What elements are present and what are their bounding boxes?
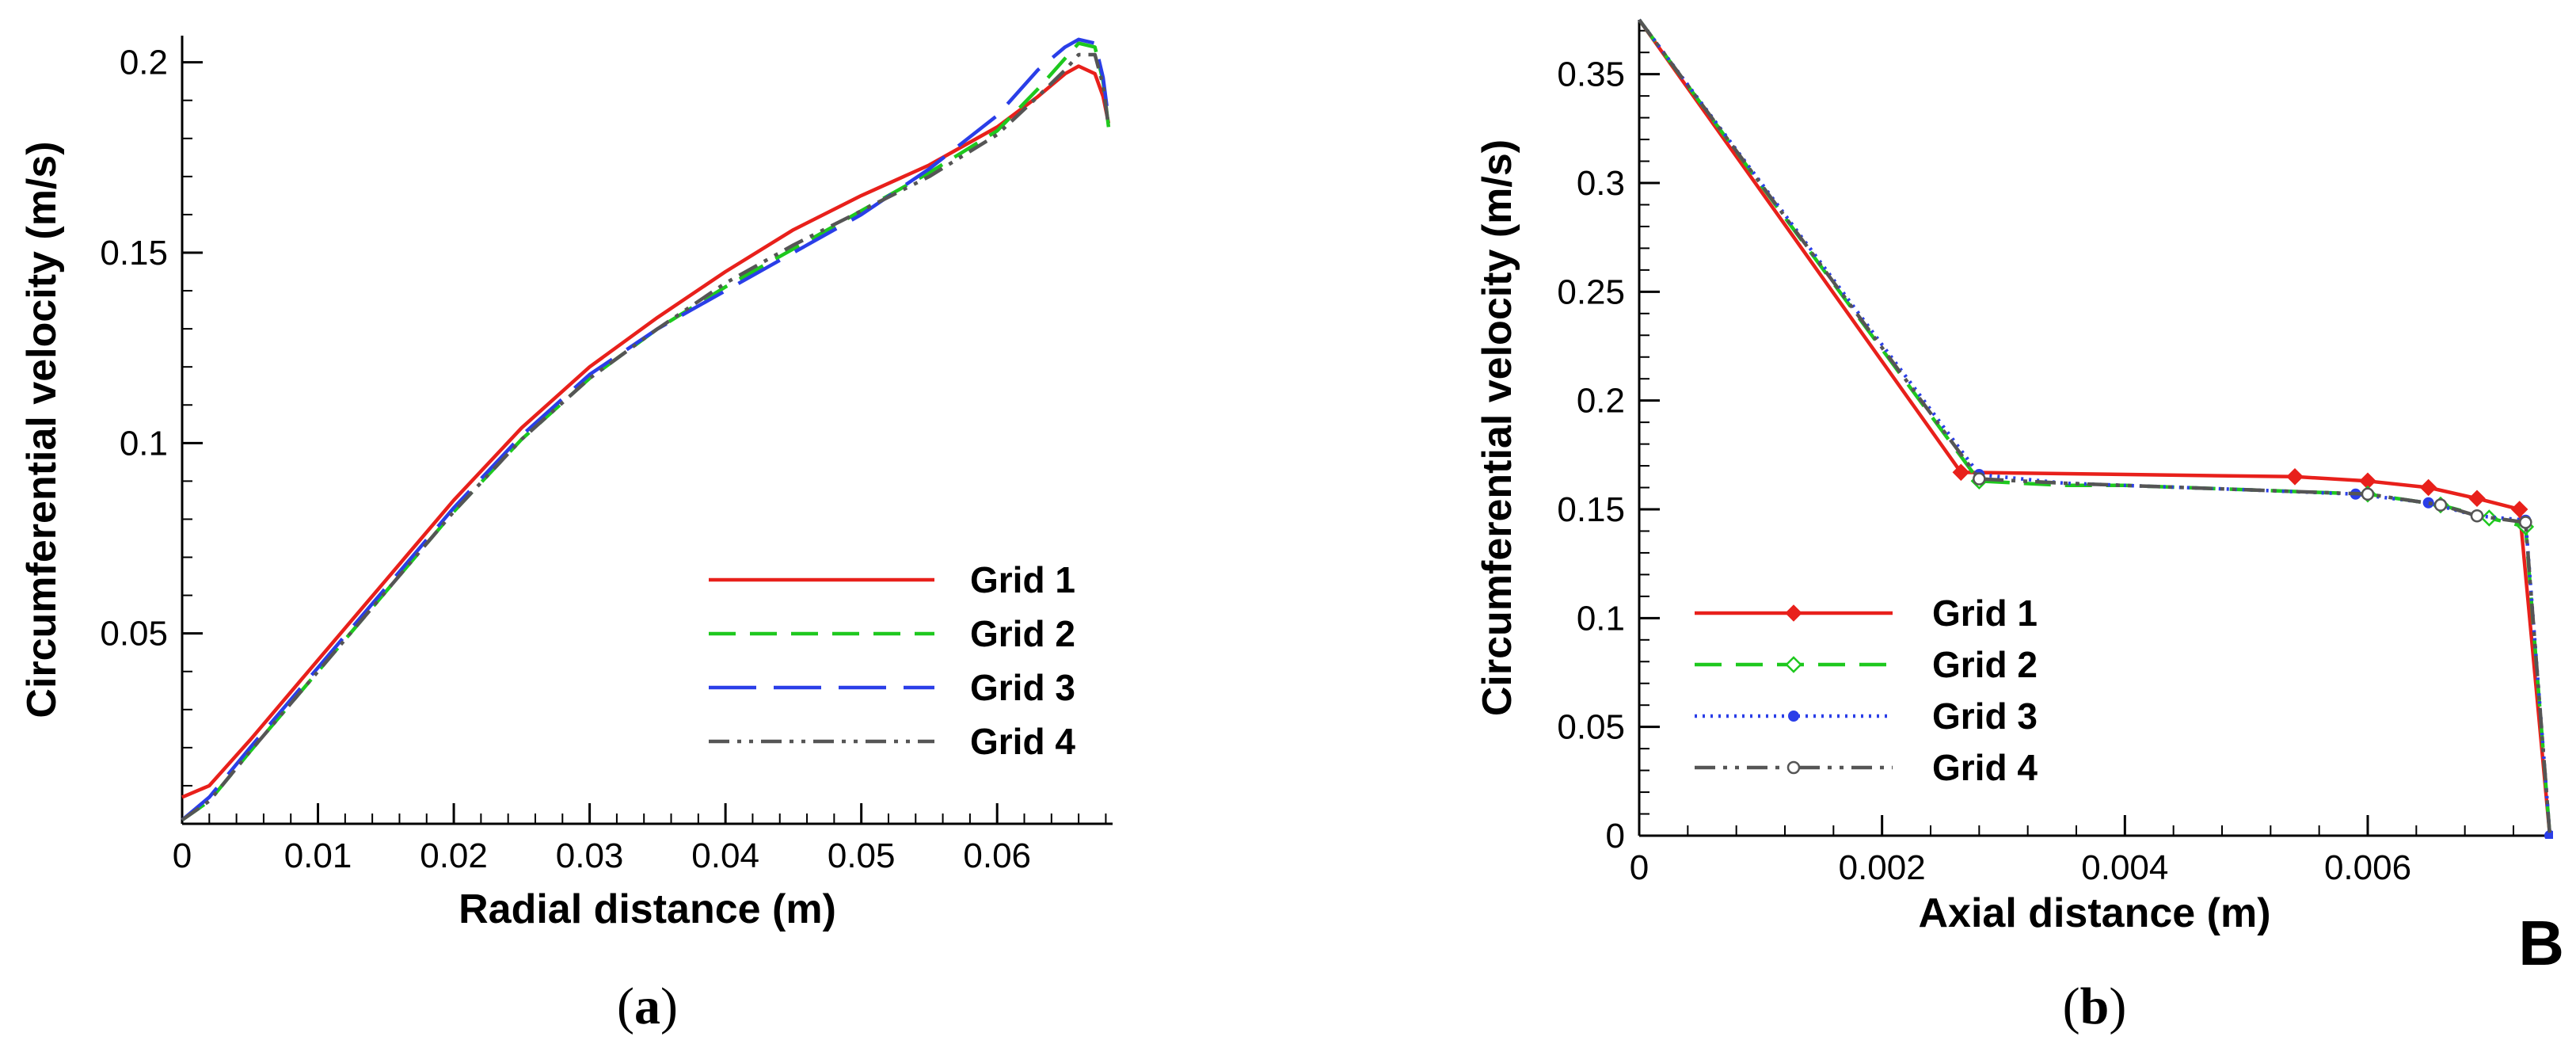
panel-b-series-marker-grid-1 bbox=[2286, 468, 2304, 486]
panel-a-series-line-grid-4 bbox=[181, 52, 1111, 822]
panel-a-legend-label-grid-1: Grid 1 bbox=[970, 559, 1075, 600]
panel-b-series-marker-grid-4 bbox=[2433, 498, 2448, 512]
panel-b-x-tick-label: 0.004 bbox=[2081, 848, 2168, 887]
panel-b-y-tick-label: 0.2 bbox=[1577, 382, 1625, 421]
panel-b-x-tick-label: 0.002 bbox=[1839, 848, 1926, 887]
panel-a-x-axis-title: Radial distance (m) bbox=[459, 886, 836, 932]
panel-a-caption: (a) bbox=[617, 977, 678, 1035]
panel-b-y-tick-label: 0.25 bbox=[1557, 272, 1625, 311]
panel-a-x-tick-label: 0.03 bbox=[556, 836, 624, 875]
panel-a-caption-part: ) bbox=[660, 977, 678, 1035]
panel-b-legend-label-grid-3: Grid 3 bbox=[1932, 695, 2038, 737]
panel-b-series-group bbox=[1638, 18, 2553, 839]
panel-letter: B bbox=[2518, 908, 2564, 978]
panel-b-legend-label-grid-4: Grid 4 bbox=[1932, 747, 2038, 788]
panel-a-legend-label-grid-4: Grid 4 bbox=[970, 721, 1075, 762]
panel-a-x-tick-label: 0.04 bbox=[691, 836, 759, 875]
panel-a-x-tick-label: 0.05 bbox=[828, 836, 896, 875]
panel-a-series-line-grid-1 bbox=[181, 64, 1111, 799]
panel-a-y-axis-title: Circumferential velocity (m/s) bbox=[19, 141, 65, 718]
panel-b-series-line-grid-4 bbox=[1638, 18, 2552, 836]
panel-a-x-tick-label: 0.01 bbox=[284, 836, 352, 875]
panel-b-chart: 0 0.002 0.004 0.006 0 0.05 0.1 0.15 0.2 0.25 0.3 0.… bbox=[1474, 18, 2553, 1035]
panel-b-x-tick-label: 0.006 bbox=[2324, 848, 2411, 887]
panel-b-y-axis-title: Circumferential velocity (m/s) bbox=[1474, 139, 1520, 716]
panel-a-x-tick-label: 0 bbox=[173, 836, 192, 875]
panel-b-series-marker-grid-1 bbox=[2510, 501, 2528, 518]
panel-b-series-marker-grid-4 bbox=[2361, 487, 2375, 501]
panel-b-y-tick-label: 0.1 bbox=[1577, 599, 1625, 638]
panel-b-y-tick-label: 0.3 bbox=[1577, 164, 1625, 203]
panel-b-y-tick-label: 0.05 bbox=[1557, 708, 1625, 747]
panel-a-legend-label-grid-3: Grid 3 bbox=[970, 667, 1075, 708]
panel-b-y-tick-label: 0 bbox=[1606, 817, 1625, 855]
panel-a-legend-label-grid-2: Grid 2 bbox=[970, 613, 1075, 654]
panel-b-legend-label-grid-2: Grid 2 bbox=[1932, 644, 2038, 685]
panel-b-legend-marker-grid-1 bbox=[1785, 604, 1802, 622]
panel-a-y-tick-label: 0.2 bbox=[120, 44, 168, 82]
panel-b-series-marker-grid-4 bbox=[2519, 516, 2532, 529]
panel-b-legend-label-grid-1: Grid 1 bbox=[1932, 592, 2038, 634]
panel-b-legend-marker-grid-3 bbox=[1788, 711, 1799, 722]
panel-b-series-marker-grid-1 bbox=[2468, 490, 2486, 508]
panel-a-series-line-grid-3 bbox=[181, 37, 1111, 821]
panel-b-legend-marker-grid-4 bbox=[1786, 760, 1801, 775]
panel-b-x-axis-title: Axial distance (m) bbox=[1918, 890, 2270, 936]
panel-a-series-group bbox=[181, 37, 1111, 822]
panel-a-caption-part: a bbox=[634, 977, 660, 1035]
panel-b-legend: Grid 1 Grid 2 Grid 3 Grid 4 bbox=[1695, 592, 2038, 788]
panel-a-chart: 0 0.01 0.02 0.03 0.04 0.05 0.06 0.05 0.1 0.15 0.2 G… bbox=[19, 36, 1113, 1035]
panel-b-series-line-grid-2 bbox=[1638, 18, 2552, 836]
panel-b-y-tick-label: 0.15 bbox=[1557, 490, 1625, 529]
panel-b-series-marker-grid-1 bbox=[1952, 463, 1970, 482]
panel-b-series-marker-grid-1 bbox=[2419, 478, 2437, 497]
panel-b-y-tick-label: 0.35 bbox=[1557, 55, 1625, 94]
panel-b-series-marker-grid-4 bbox=[2470, 509, 2484, 523]
panel-b-legend-marker-grid-2 bbox=[1785, 656, 1802, 673]
panel-b-series-line-grid-1 bbox=[1638, 18, 2552, 836]
panel-b-x-tick-label: 0 bbox=[1630, 848, 1649, 887]
panel-b-series-marker-grid-4 bbox=[1973, 472, 1986, 486]
panel-a-y-tick-label: 0.15 bbox=[100, 234, 168, 272]
panel-b-caption: (b) bbox=[2063, 977, 2127, 1035]
panel-b-caption-part: ( bbox=[2063, 977, 2080, 1035]
panel-a-x-tick-label: 0.02 bbox=[420, 836, 488, 875]
panel-b-series-line-grid-3 bbox=[1638, 18, 2552, 836]
panel-a-legend: Grid 1 Grid 2 Grid 3 Grid 4 bbox=[709, 559, 1075, 762]
panel-b-caption-part: b bbox=[2080, 977, 2110, 1035]
panel-a-caption-part: ( bbox=[617, 977, 634, 1035]
panel-a-y-tick-label: 0.1 bbox=[120, 424, 168, 463]
panel-a-x-tick-label: 0.06 bbox=[963, 836, 1031, 875]
panel-b-caption-part: ) bbox=[2109, 977, 2126, 1035]
panel-a-y-tick-label: 0.05 bbox=[100, 615, 168, 653]
